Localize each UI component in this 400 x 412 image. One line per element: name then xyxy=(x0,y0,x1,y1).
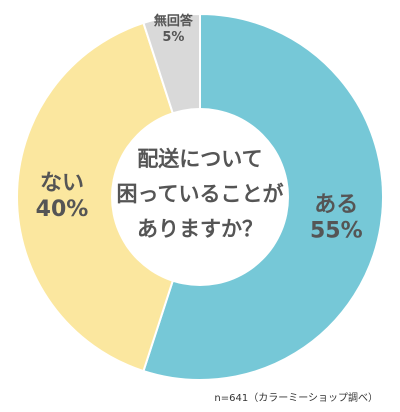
slice-value-aru: 55% xyxy=(310,219,363,244)
donut-hole xyxy=(111,108,289,286)
slice-label-mukaito: 無回答 xyxy=(154,13,194,29)
slice-label-nai: ない xyxy=(40,171,84,196)
chart-title-line-2: 困っていることが xyxy=(117,182,284,206)
slice-nai xyxy=(16,21,202,373)
chart-title-line-3: ありますか？ xyxy=(137,217,263,241)
chart-title: 配送について 困っていることが ありますか？ xyxy=(117,147,284,241)
slice-label-aru: ある xyxy=(314,193,358,218)
slice-value-nai: 40% xyxy=(36,197,89,222)
chart-title-line-1: 配送について xyxy=(137,147,262,171)
source-note: n=641（カラーミーショップ調べ） xyxy=(214,393,378,404)
slice-value-mukaito: 5% xyxy=(162,30,184,45)
